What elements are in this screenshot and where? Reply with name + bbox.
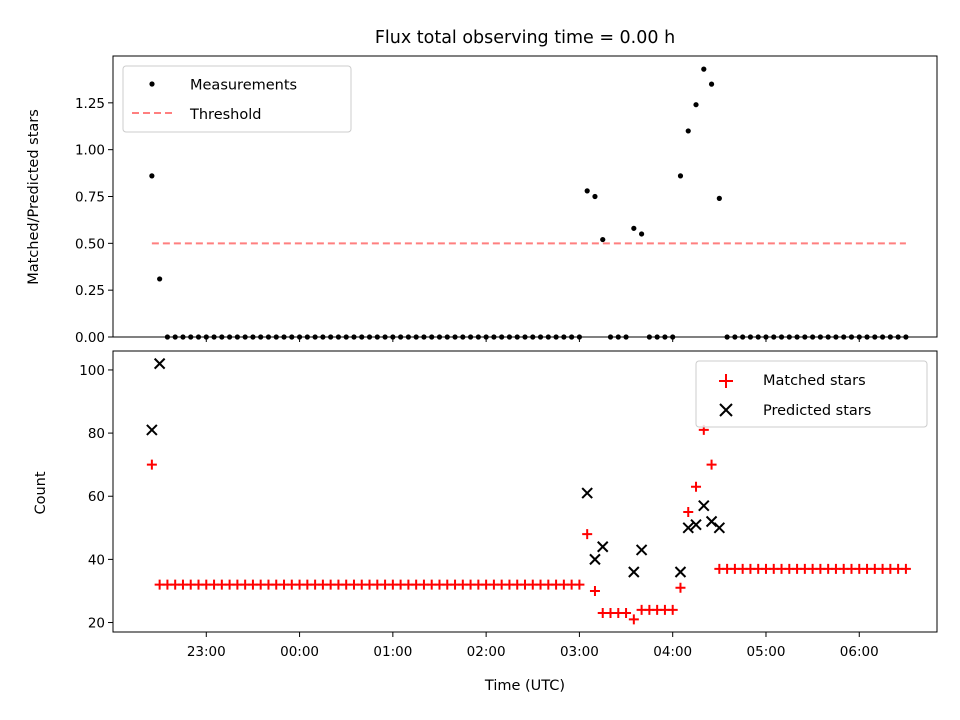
bottom-x-ticks: 23:00 00:00 01:00 02:00 03:00 04:00 05:00 06:00	[187, 632, 879, 660]
legend-threshold-label: Threshold	[189, 107, 261, 123]
measurement-point	[708, 81, 715, 87]
measurement-point	[592, 193, 598, 200]
counts-layer	[146, 357, 911, 625]
x-tick-label: 04:00	[653, 644, 692, 660]
legend-measurements-label: Measurements	[190, 78, 297, 94]
predicted-stars-point	[628, 566, 640, 578]
bottom-legend: Matched stars Predicted stars	[695, 360, 928, 428]
predicted-stars-point	[153, 357, 166, 370]
top-x-ticks	[205, 337, 860, 342]
measurement-point	[701, 66, 707, 72]
y-tick-label: 0.25	[75, 283, 105, 299]
matched-stars-point	[691, 481, 702, 492]
predicted-stars-point	[682, 522, 694, 534]
top-plot-frame	[112, 55, 938, 338]
legend-matched-marker	[719, 374, 733, 388]
x-tick-label: 00:00	[280, 644, 319, 660]
predicted-stars-point	[635, 544, 648, 556]
y-tick-label: 20	[88, 616, 105, 632]
predicted-stars-point	[713, 522, 726, 534]
y-tick-label: 1.00	[75, 143, 105, 159]
matched-stars-point	[582, 529, 593, 540]
bottom-plot-frame	[112, 350, 938, 633]
top-chart-title: Flux total observing time = 0.00 h	[375, 28, 675, 48]
y-tick-label: 80	[88, 426, 105, 442]
y-tick-label: 0.00	[75, 330, 105, 346]
matched-stars-point	[706, 459, 717, 470]
predicted-stars-point	[589, 553, 601, 566]
legend-predicted-marker	[719, 403, 733, 417]
measurement-point	[584, 188, 590, 194]
x-tick-label: 05:00	[747, 644, 786, 660]
matched-stars-point	[667, 604, 678, 615]
y-tick-label: 0.50	[75, 236, 105, 252]
y-tick-label: 60	[88, 489, 105, 505]
predicted-stars-point	[698, 500, 710, 512]
bottom-y-axis-label: Count	[33, 471, 49, 514]
top-legend: Measurements Threshold	[122, 65, 352, 133]
matched-stars-point	[589, 585, 600, 596]
x-tick-label: 01:00	[373, 644, 412, 660]
x-tick-label: 03:00	[560, 644, 599, 660]
predicted-stars-point	[597, 541, 609, 553]
predicted-stars-point	[146, 424, 158, 436]
bottom-x-axis-label: Time (UTC)	[484, 678, 565, 694]
measurement-point	[157, 276, 163, 282]
predicted-stars-point	[581, 487, 593, 499]
x-tick-label: 02:00	[467, 644, 506, 660]
y-tick-label: 1.25	[75, 96, 105, 112]
matched-stars-point	[900, 563, 911, 574]
matched-stars-point	[146, 459, 157, 470]
top-legend-frame	[122, 65, 352, 133]
y-tick-label: 0.75	[75, 190, 105, 206]
measurement-point	[149, 173, 155, 179]
matched-stars-point	[574, 579, 585, 590]
matched-stars-point	[621, 608, 632, 619]
measurement-point	[639, 231, 645, 237]
measurement-point	[600, 236, 606, 243]
measurement-point	[685, 128, 691, 134]
measurement-point	[716, 195, 722, 201]
predicted-stars-point	[705, 515, 718, 528]
top-y-ticks: 0.00 0.25 0.50 0.75 1.00 1.25	[75, 96, 113, 346]
matched-stars-point	[628, 614, 639, 625]
predicted-stars-point	[690, 518, 702, 531]
x-tick-label: 23:00	[187, 644, 226, 660]
y-tick-label: 100	[79, 363, 105, 379]
measurement-point	[693, 102, 699, 108]
legend-matched-label: Matched stars	[763, 373, 866, 389]
bottom-legend-frame	[695, 360, 928, 428]
y-tick-label: 40	[88, 552, 105, 568]
matched-stars-point	[675, 582, 686, 593]
measurement-point	[631, 225, 637, 231]
bottom-y-ticks: 20 40 60 80 100	[79, 363, 113, 632]
legend-predicted-label: Predicted stars	[763, 403, 871, 419]
top-y-axis-label: Matched/Predicted stars	[26, 109, 42, 285]
legend-measurements-marker	[149, 81, 155, 87]
measurement-point	[677, 173, 684, 179]
x-tick-label: 06:00	[840, 644, 879, 660]
predicted-stars-point	[674, 566, 687, 578]
matched-stars-point	[683, 507, 694, 518]
